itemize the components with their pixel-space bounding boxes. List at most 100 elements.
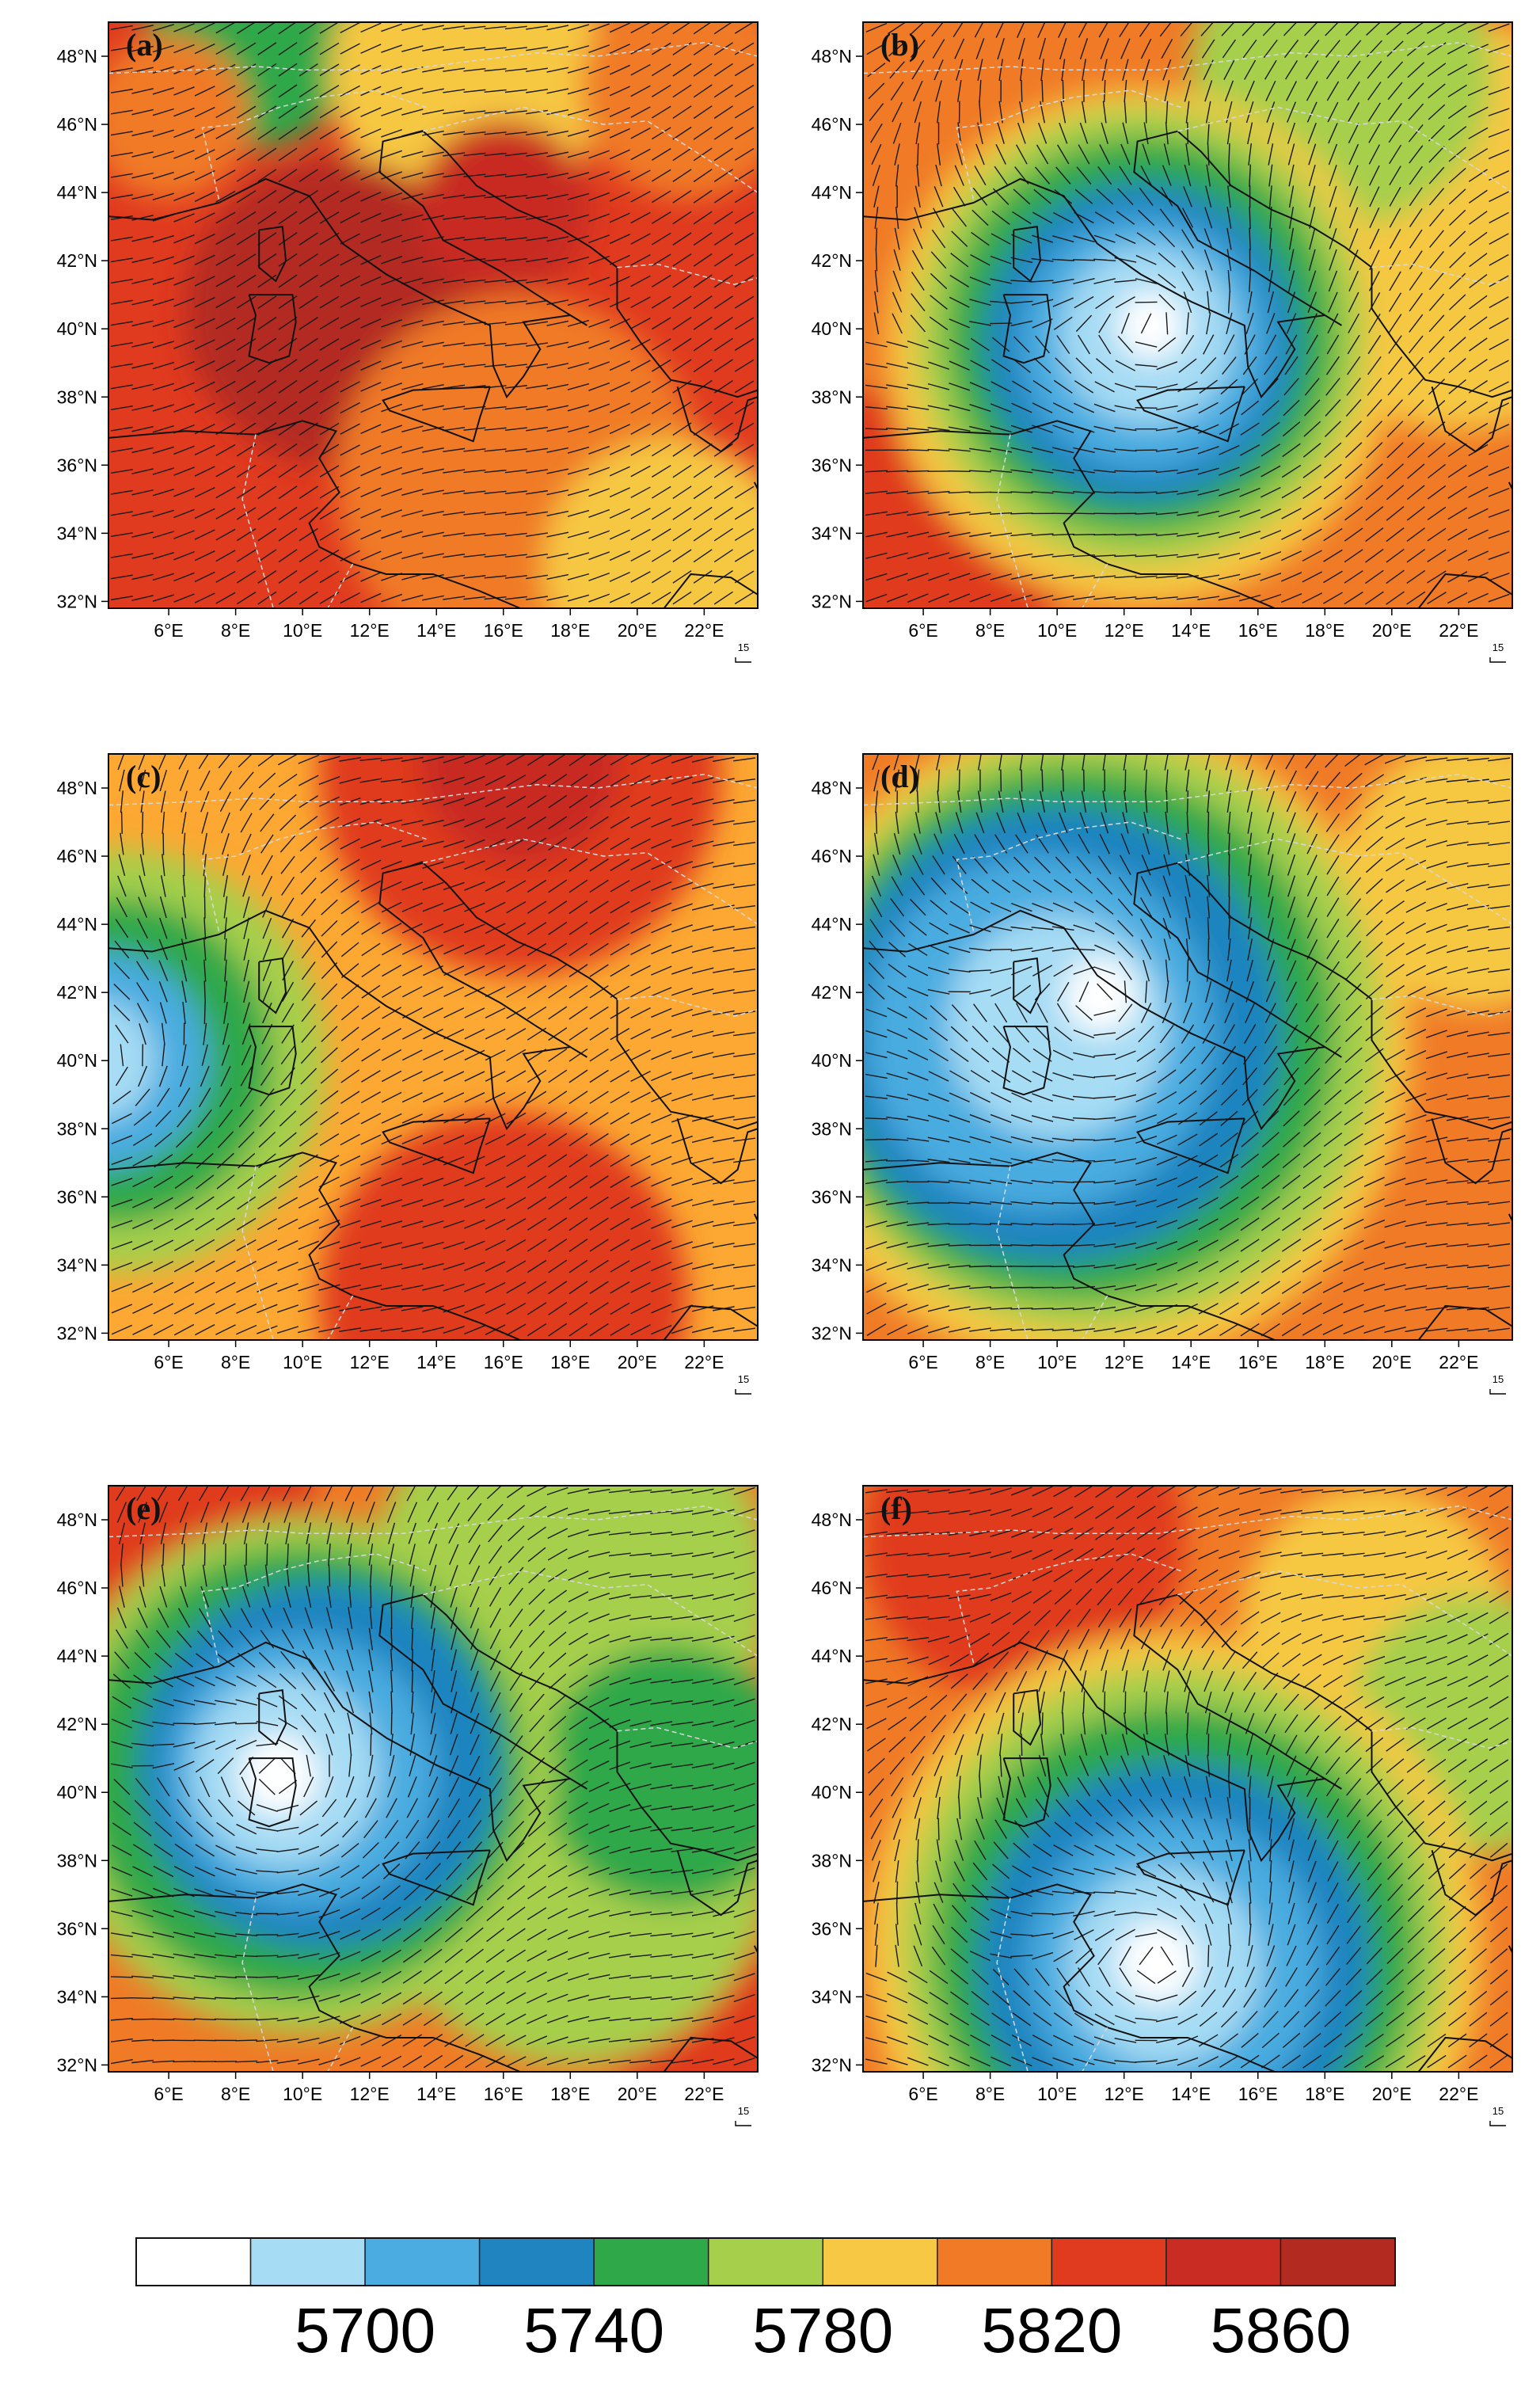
y-tick-label: 40°N (812, 1782, 852, 1802)
reference-vector-arrow (1489, 2121, 1506, 2126)
y-tick-label: 48°N (57, 778, 97, 798)
colorbar-swatch (593, 2237, 709, 2286)
x-tick-label: 12°E (350, 1352, 390, 1372)
country-borders (863, 42, 1512, 608)
coastlines (108, 862, 758, 1340)
x-tick-label: 16°E (484, 1352, 523, 1372)
x-tick-label: 6°E (908, 2084, 937, 2104)
y-tick-label: 36°N (57, 455, 97, 475)
wind-vectors (111, 754, 756, 1337)
y-tick-label: 46°N (812, 846, 852, 866)
panel-label: (b) (880, 27, 919, 63)
y-tick-label: 36°N (57, 1186, 97, 1207)
y-tick-label: 40°N (57, 1050, 97, 1071)
map-field (108, 22, 758, 608)
map-panel: (f) 6°E 8°E 10°E 12°E 14°E 16°E 18°E 20°E 22°E 48°… (812, 1485, 1513, 2126)
height-contour-region (238, 1734, 320, 1817)
y-tick-label: 42°N (57, 1714, 97, 1734)
y-tick-label: 36°N (812, 1918, 852, 1939)
y-tick-label: 38°N (812, 1118, 852, 1139)
map-field (863, 754, 1512, 1340)
x-tick-label: 14°E (416, 620, 456, 641)
reference-vector: 15 (735, 1373, 751, 1395)
y-tick-label: 44°N (812, 1646, 852, 1666)
panel-label: (d) (880, 759, 919, 794)
coastlines (108, 1593, 758, 2072)
colorbar-swatch (135, 2237, 252, 2286)
colorbar-swatch (478, 2237, 595, 2286)
y-tick-label: 44°N (812, 182, 852, 203)
y-tick-label: 44°N (57, 1646, 97, 1666)
x-tick-label: 22°E (1439, 620, 1478, 641)
y-tick-label: 38°N (812, 386, 852, 407)
country-borders (108, 42, 758, 608)
colorbar-swatch (1051, 2237, 1167, 2286)
y-tick-label: 38°N (57, 386, 97, 407)
x-tick-label: 14°E (1171, 2084, 1211, 2104)
y-tick-label: 32°N (57, 1323, 97, 1343)
y-tick-label: 40°N (57, 1782, 97, 1802)
map-panel: (a) 6°E 8°E 10°E 12°E 14°E 16°E 18°E 20°E 22°E 48°… (57, 21, 759, 663)
coastlines (108, 130, 758, 608)
reference-vector-arrow (1489, 657, 1506, 663)
x-tick-label: 22°E (684, 1352, 724, 1372)
x-tick-label: 18°E (550, 1352, 590, 1372)
x-tick-label: 10°E (1037, 620, 1077, 641)
height-contour-region (319, 754, 721, 976)
x-tick-label: 16°E (1238, 2084, 1278, 2104)
x-tick-label: 14°E (416, 2084, 456, 2104)
height-contour-region (420, 754, 621, 863)
x-tick-label: 22°E (1439, 1352, 1478, 1372)
map-field (108, 1486, 758, 2072)
x-tick-label: 10°E (283, 2084, 322, 2104)
map-panel: (b) 6°E 8°E 10°E 12°E 14°E 16°E 18°E 20°E 22°E 48°… (812, 21, 1513, 663)
height-contour-region (319, 1111, 688, 1340)
colorbar-swatch (249, 2237, 366, 2286)
panel-label: (c) (126, 759, 161, 794)
reference-vector: 15 (1489, 1373, 1506, 1395)
height-contour-region (416, 120, 591, 299)
map-panels: (a) 6°E 8°E 10°E 12°E 14°E 16°E 18°E 20°E 22°E 48°… (57, 21, 1513, 2126)
map-frame (862, 1485, 1513, 2073)
map-field (108, 754, 758, 1340)
panel-label: (a) (126, 27, 163, 63)
reference-vector-arrow (1489, 1389, 1506, 1395)
reference-vector-label: 15 (738, 641, 749, 653)
colorbar-swatch (364, 2237, 481, 2286)
x-tick-label: 6°E (154, 620, 183, 641)
x-tick-label: 18°E (1305, 2084, 1344, 2104)
y-tick-label: 34°N (812, 1254, 852, 1275)
colorbar-label: 5740 (523, 2295, 664, 2366)
y-tick-label: 42°N (812, 982, 852, 1003)
colorbar-swatch (707, 2237, 824, 2286)
coastlines (863, 130, 1512, 608)
reference-vector: 15 (1489, 2105, 1506, 2126)
wind-vectors (865, 22, 1510, 605)
height-contour-region (543, 437, 758, 608)
y-tick-label: 48°N (812, 46, 852, 67)
colorbar-label: 5700 (295, 2295, 435, 2366)
map-field (863, 22, 1512, 608)
colorbar-label: 5780 (752, 2295, 893, 2366)
map-frame (862, 753, 1513, 1341)
reference-vector-arrow (735, 2121, 751, 2126)
y-tick-label: 34°N (57, 1254, 97, 1275)
map-frame (108, 21, 759, 609)
map-panel: (c) 6°E 8°E 10°E 12°E 14°E 16°E 18°E 20°E 22°E 48°… (57, 753, 759, 1395)
x-tick-label: 12°E (350, 620, 390, 641)
y-tick-label: 34°N (812, 1986, 852, 2007)
x-tick-label: 10°E (283, 1352, 322, 1372)
x-tick-label: 8°E (975, 620, 1005, 641)
x-tick-label: 8°E (221, 620, 250, 641)
x-tick-label: 8°E (975, 1352, 1005, 1372)
y-tick-label: 40°N (812, 1050, 852, 1071)
reference-vector: 15 (735, 641, 751, 663)
y-tick-label: 38°N (57, 1850, 97, 1871)
colorbar: 5700 5740 5780 5820 5860 (135, 2237, 1396, 2366)
reference-vector-label: 15 (738, 1373, 749, 1385)
x-tick-label: 6°E (908, 620, 937, 641)
colorbar-label: 5860 (1210, 2295, 1351, 2366)
wind-vectors (865, 1486, 1509, 2069)
y-tick-label: 42°N (57, 982, 97, 1003)
